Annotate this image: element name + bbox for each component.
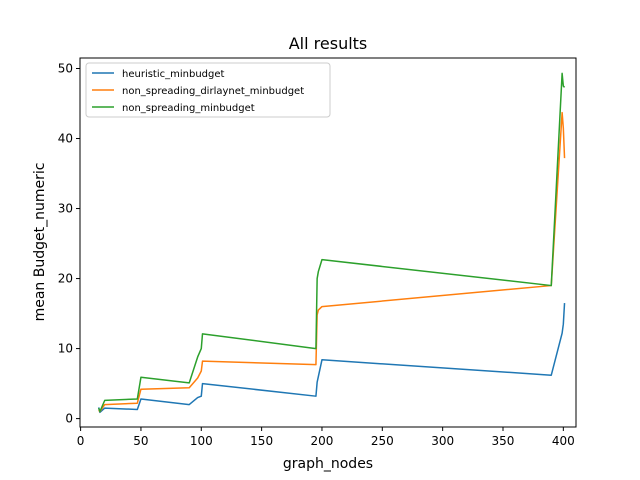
x-axis-ticks: 0 50 100 150 200 250 300 350 400 — [77, 427, 575, 448]
y-tick-label-1: 10 — [58, 342, 73, 356]
x-tick-label-6: 300 — [431, 434, 454, 448]
y-tick-label-3: 30 — [58, 202, 73, 216]
legend-box — [85, 62, 331, 118]
x-tick-label-2: 100 — [190, 434, 213, 448]
x-tick-label-4: 200 — [311, 434, 334, 448]
x-tick-label-5: 250 — [371, 434, 394, 448]
y-tick-label-4: 40 — [58, 132, 73, 146]
y-axis-label: mean Budget_numeric — [32, 163, 48, 322]
legend-label-0: heuristic_minbudget — [122, 69, 225, 80]
y-tick-label-2: 20 — [58, 272, 73, 286]
series-line-0 — [97, 303, 566, 414]
series-line-1 — [98, 111, 566, 413]
x-tick-label-8: 400 — [552, 434, 575, 448]
y-tick-label-0: 0 — [65, 412, 73, 426]
x-tick-label-0: 0 — [77, 434, 85, 448]
x-tick-label-1: 50 — [133, 434, 148, 448]
plot-series-layer — [97, 72, 566, 414]
legend-entries: heuristic_minbudget non_spreading_dirlayn… — [92, 69, 304, 114]
legend-label-2: non_spreading_minbudget — [122, 103, 255, 114]
x-axis-label: graph_nodes — [283, 456, 373, 472]
legend-label-1: non_spreading_dirlaynet_minbudget — [122, 86, 304, 97]
x-tick-label-7: 350 — [492, 434, 515, 448]
chart-title: All results — [289, 34, 368, 53]
y-axis-ticks: 0 10 20 30 40 50 — [58, 62, 80, 426]
y-tick-label-5: 50 — [58, 62, 73, 76]
series-line-2 — [98, 72, 566, 413]
axes-frame — [79, 57, 577, 428]
chart-legend: heuristic_minbudget non_spreading_dirlayn… — [85, 62, 331, 118]
x-tick-label-3: 150 — [250, 434, 273, 448]
